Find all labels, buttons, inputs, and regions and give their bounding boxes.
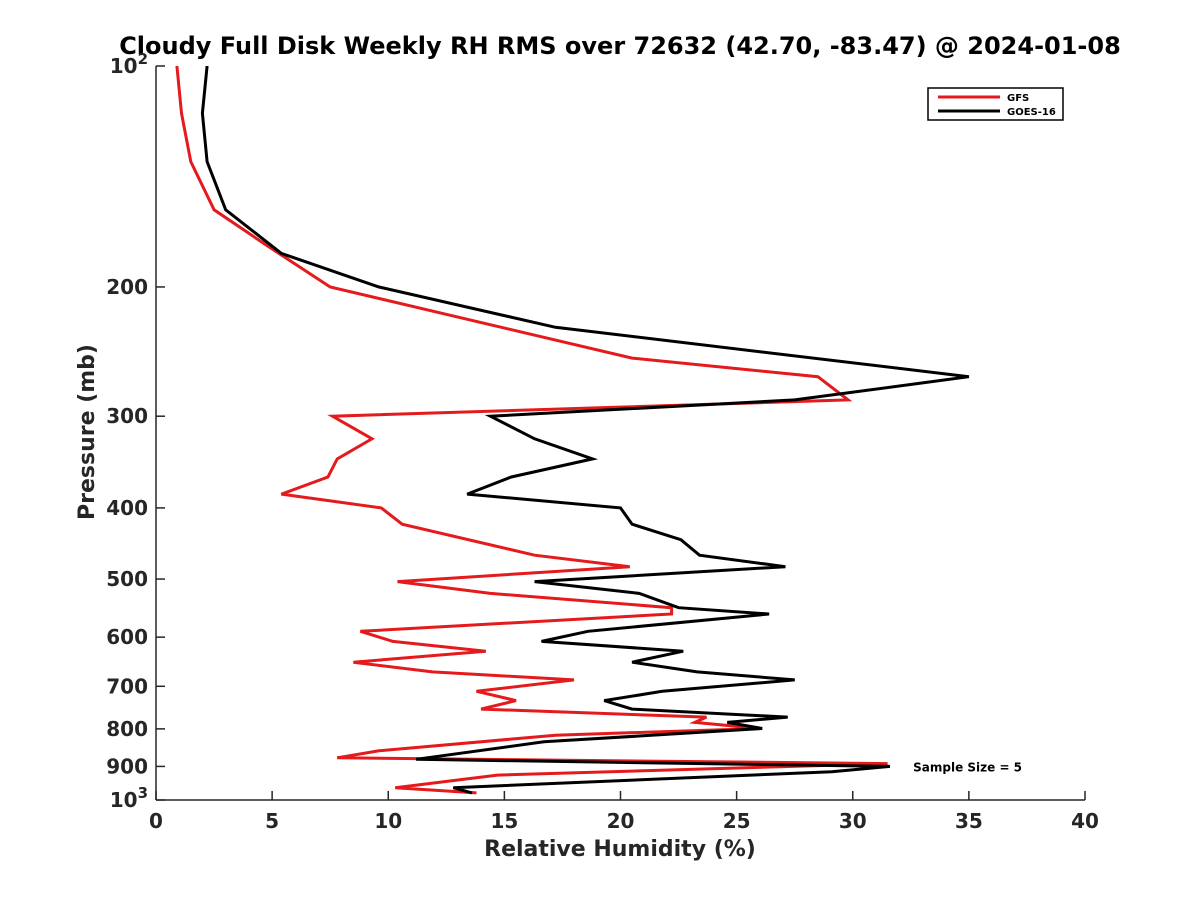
- x-tick-label: 20: [607, 809, 635, 833]
- y-tick-label: 900: [106, 754, 148, 778]
- plot-area: [175, 65, 970, 795]
- y-tick-label: 800: [106, 717, 148, 741]
- x-tick-label: 0: [149, 809, 163, 833]
- y-tick-label: 200: [106, 275, 148, 299]
- x-tick-label: 40: [1071, 809, 1099, 833]
- legend-label-gfs: GFS: [1007, 93, 1029, 104]
- y-tick-label: 600: [106, 625, 148, 649]
- y-axis: 102 200 300 400 500 600 700 800 900 103: [106, 50, 165, 812]
- y-tick-label: 400: [106, 496, 148, 520]
- y-axis-label: Pressure (mb): [75, 344, 100, 520]
- x-tick-label: 15: [490, 809, 518, 833]
- y-tick-label: 300: [106, 404, 148, 428]
- y-tick-label: 103: [110, 784, 148, 812]
- x-tick-label: 5: [265, 809, 279, 833]
- legend: GFS GOES-16: [927, 87, 1064, 121]
- x-tick-label: 35: [955, 809, 983, 833]
- series-line-gfs: [175, 65, 888, 795]
- x-tick-label: 25: [723, 809, 751, 833]
- y-tick-label: 102: [110, 50, 148, 78]
- y-tick-label: 700: [106, 674, 148, 698]
- legend-box: [927, 87, 1064, 121]
- chart-title: Cloudy Full Disk Weekly RH RMS over 7263…: [119, 32, 1121, 60]
- y-tick-label: 500: [106, 567, 148, 591]
- x-axis-label: Relative Humidity (%): [484, 837, 756, 862]
- sample-size-annotation: Sample Size = 5: [913, 760, 1022, 774]
- x-tick-label: 10: [374, 809, 402, 833]
- series-line-goes-16: [200, 65, 970, 795]
- legend-label-goes-16: GOES-16: [1007, 107, 1056, 118]
- x-axis: 0 5 10 15 20 25 30 35 40: [149, 791, 1099, 833]
- x-tick-label: 30: [839, 809, 867, 833]
